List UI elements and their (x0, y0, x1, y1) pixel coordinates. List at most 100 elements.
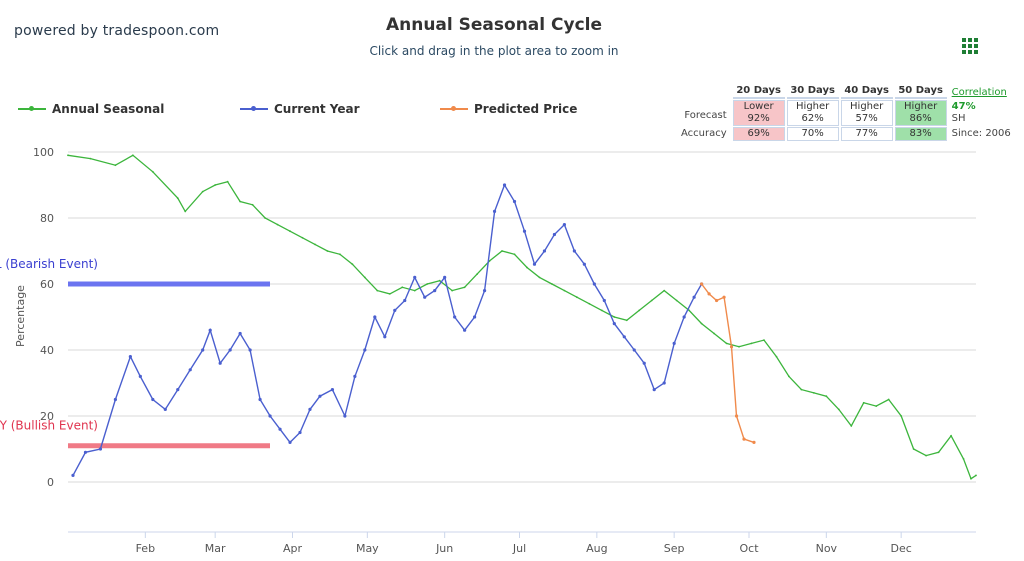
series-point (214, 184, 217, 186)
series-point (788, 375, 790, 378)
series-point (962, 458, 965, 460)
legend-line-icon (440, 103, 468, 115)
series-point (707, 292, 711, 296)
series-point (800, 388, 803, 391)
series-point (201, 348, 205, 352)
event-band-label: SELL (Bearish Event) (0, 257, 98, 271)
series-point (276, 223, 279, 226)
y-tick-label: 60 (40, 278, 54, 291)
series-point (912, 448, 915, 450)
series-line-predicted-price (701, 283, 755, 444)
header-50-days: 50 Days (894, 84, 947, 99)
symbol-text: SH (951, 113, 966, 124)
legend-label: Predicted Price (474, 102, 578, 116)
series-point (563, 289, 566, 292)
series-point (582, 262, 586, 266)
forecast-cell: Lower 92% (732, 100, 785, 126)
x-tick-label: May (356, 542, 379, 555)
series-point (314, 243, 316, 246)
accuracy-cell: 83% (894, 127, 947, 141)
series-point (714, 298, 719, 303)
series-point (89, 157, 92, 160)
series-point (363, 348, 367, 352)
series-point (248, 348, 252, 352)
series-point (226, 180, 229, 183)
series-point (642, 361, 646, 365)
forecast-table: 20 Days 30 Days 40 Days 50 Days Correlat… (675, 83, 1017, 142)
series-point (562, 223, 567, 227)
forecast-cell: Higher 62% (786, 100, 839, 126)
series-point (201, 190, 204, 193)
series-point (138, 374, 142, 378)
accuracy-cell: 77% (840, 127, 893, 141)
series-point (376, 289, 379, 292)
series-point (264, 217, 266, 219)
series-point (588, 302, 591, 305)
header-40-days: 40 Days (840, 84, 893, 99)
correlation-link[interactable]: Correlation (951, 87, 1007, 98)
series-point (114, 164, 117, 167)
series-point (638, 309, 641, 312)
series-point (738, 345, 740, 348)
grid-menu-icon[interactable] (962, 38, 978, 54)
accuracy-cell: 69% (732, 127, 785, 141)
series-point (476, 273, 478, 275)
series-point (887, 398, 890, 401)
series-point (775, 355, 778, 358)
series-point (722, 295, 726, 299)
series-point (218, 361, 222, 365)
series-point (98, 447, 103, 451)
series-point (663, 289, 666, 292)
series-point (251, 203, 254, 206)
series-point (526, 266, 528, 269)
series-point (700, 282, 704, 286)
x-tick-label: Mar (205, 542, 226, 555)
series-point (131, 154, 134, 157)
series-point (600, 309, 603, 312)
series-point (612, 322, 616, 326)
series-point (812, 392, 815, 394)
series-point (672, 341, 676, 345)
series-point (128, 355, 132, 359)
x-tick-label: Jun (435, 542, 453, 555)
series-point (538, 276, 541, 279)
series-point (363, 276, 366, 279)
series-point (318, 394, 322, 398)
series-point (652, 388, 656, 392)
series-point (393, 308, 397, 312)
legend-item-current-year[interactable]: Current Year (240, 102, 360, 116)
series-point (426, 283, 429, 285)
y-axis-ticks: 0 20 40 60 80 100 (33, 146, 54, 489)
series-point (675, 299, 678, 302)
series-point (176, 197, 179, 200)
series-point (278, 427, 282, 431)
series-point (532, 262, 537, 266)
brand-text[interactable]: powered by tradespoon.com (14, 23, 220, 39)
x-axis: Feb Mar Apr May Jun Jul Aug Sep Oct Nov Dec (68, 531, 976, 555)
row-label-accuracy: Accuracy (681, 128, 727, 139)
series-point (401, 286, 404, 289)
series-point (900, 415, 903, 417)
accuracy-cell: 70% (786, 127, 839, 141)
series-point (258, 397, 262, 402)
series-point (113, 397, 117, 402)
series-point (692, 295, 696, 299)
legend-item-predicted-price[interactable]: Predicted Price (440, 102, 577, 116)
series-point (289, 230, 291, 233)
event-band-label: BUY (Bullish Event) (0, 419, 98, 433)
series-point (975, 474, 977, 477)
series-point (925, 454, 928, 457)
series-point (662, 381, 666, 385)
series-point (622, 335, 626, 339)
series-point (850, 425, 853, 427)
series-point (453, 315, 457, 319)
series-point (339, 253, 341, 256)
forecast-cell: Higher 57% (840, 100, 893, 126)
series-point (742, 437, 746, 441)
legend-item-annual-seasonal[interactable]: Annual Seasonal (18, 102, 164, 116)
since-text: Since: 2006 (951, 128, 1011, 139)
x-tick-label: Feb (136, 542, 155, 555)
y-tick-label: 40 (40, 344, 54, 357)
series-point (572, 249, 576, 253)
